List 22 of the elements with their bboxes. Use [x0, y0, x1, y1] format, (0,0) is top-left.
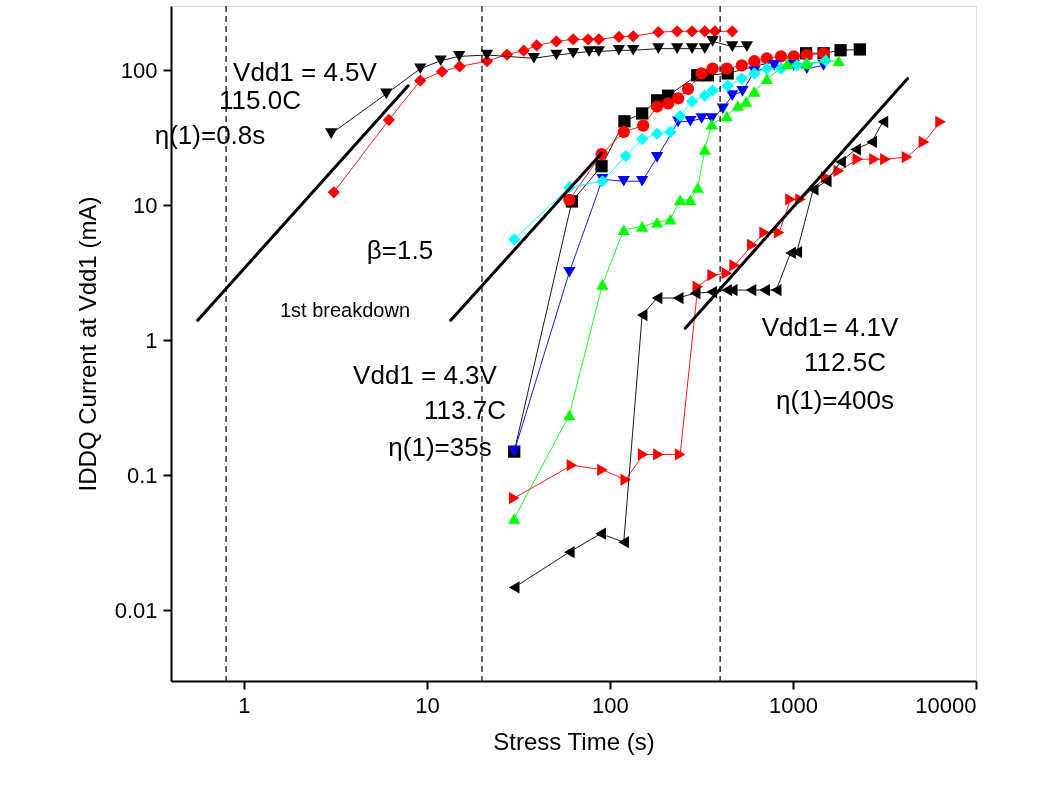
annotation: 115.0C [219, 85, 301, 115]
y-tick-label: 10 [133, 192, 158, 218]
annotation: 1st breakdown [279, 299, 411, 321]
annotation: 112.5C [804, 347, 886, 377]
annotation: η(1)=400s [776, 385, 894, 415]
annotation: Vdd1= 4.1V [761, 312, 899, 342]
annotation: Vdd1 = 4.5V [233, 57, 378, 87]
x-axis-title: Stress Time (s) [493, 727, 655, 755]
y-tick-label: 0.01 [114, 597, 158, 623]
y-axis-title: IDDQ Current at Vdd1 (mA) [73, 196, 101, 492]
x-tick-label: 100 [592, 692, 629, 718]
x-tick-label: 10 [415, 692, 440, 718]
annotation: Vdd1 = 4.3V [353, 360, 498, 390]
annotation: β=1.5 [366, 235, 434, 265]
x-tick-label: 1000 [768, 692, 818, 718]
y-tick-label: 100 [120, 57, 158, 83]
annotation: η(1)=35s [388, 432, 492, 462]
y-tick-label: 1 [145, 327, 158, 353]
x-tick-label: 10000 [915, 692, 977, 718]
y-tick-label: 0.1 [126, 462, 158, 488]
x-tick-label: 1 [238, 692, 251, 718]
annotation: 113.7C [424, 395, 506, 425]
